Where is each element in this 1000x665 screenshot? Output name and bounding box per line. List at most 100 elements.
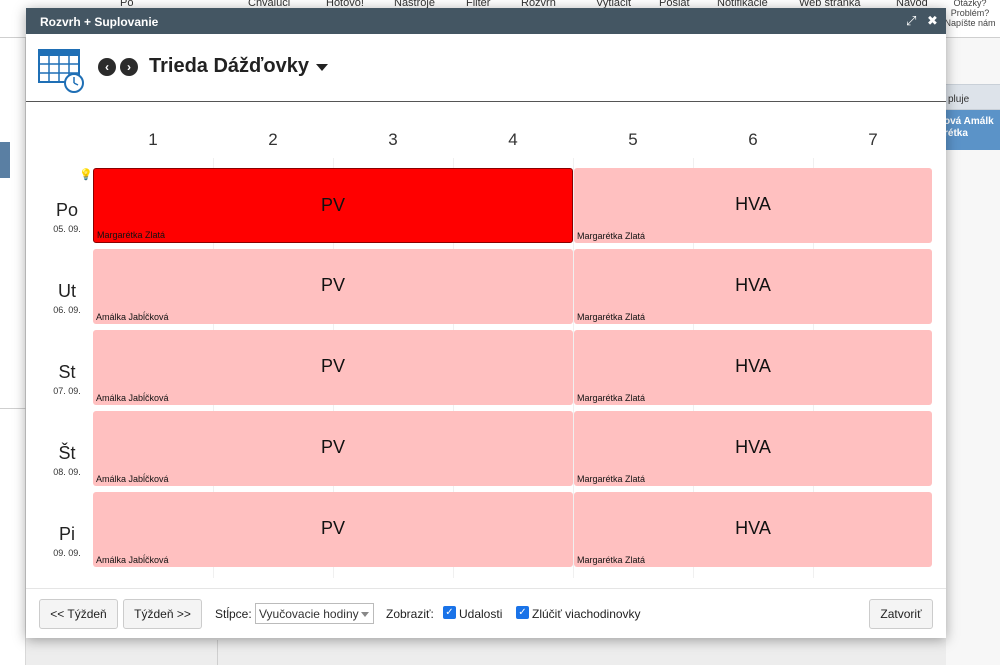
day-label: Po 05. 09. [42,200,92,234]
period-header: 3 [388,130,398,149]
period-header: 7 [868,130,878,149]
day-label: St 07. 09. [42,362,92,396]
lesson-subject: PV [320,518,345,538]
day-name: St [58,362,76,382]
prev-class-button[interactable]: ‹ [98,58,116,76]
chevron-down-icon [361,612,369,617]
columns-select-value: Vyučovacie hodiny [259,607,359,621]
lesson-card[interactable]: PV Amálka Jabĺčková [93,492,573,567]
class-title[interactable]: Trieda Dážďovky [149,55,309,77]
lesson-card[interactable]: PV Margarétka Zlatá [93,168,573,243]
lesson-card[interactable]: PV Amálka Jabĺčková [93,411,573,486]
lesson-subject: HVA [735,518,771,538]
bg-right-highlight-line: rétka [946,128,968,139]
bg-toolbar-item[interactable]: Po [120,0,134,9]
grid-line [573,158,574,578]
bg-toolbar-item[interactable]: Návod [896,0,928,9]
day-label: Št 08. 09. [42,443,92,477]
lesson-card[interactable]: HVA Margarétka Zlatá [574,249,932,324]
bg-toolbar-item[interactable]: Hotovo! [326,0,364,9]
lesson-teacher: Amálka Jabĺčková [96,393,169,403]
lesson-subject: PV [320,195,345,215]
next-week-button[interactable]: Týždeň >> [123,599,202,629]
bg-toolbar-item[interactable]: Nástroje [394,0,435,9]
schedule-modal: Rozvrh + Suplovanie ⤢ ✖ ‹ › Trieda Dážďo… [26,8,946,638]
lesson-card[interactable]: HVA Margarétka Zlatá [574,330,932,405]
events-checkbox[interactable]: ✓ [443,606,456,619]
modal-titlebar[interactable]: Rozvrh + Suplovanie ⤢ ✖ [26,8,946,34]
calendar-clock-icon [38,49,84,93]
lesson-card[interactable]: HVA Margarétka Zlatá [574,168,932,243]
modal-title: Rozvrh + Suplovanie [40,15,159,29]
lesson-subject: PV [320,437,345,457]
bg-toolbar-item[interactable]: Poslať [659,0,691,9]
period-header: 4 [508,130,518,149]
period-header: 2 [268,130,278,149]
schedule-header: ‹ › Trieda Dážďovky [26,34,946,102]
prev-week-button[interactable]: << Týždeň [39,599,118,629]
lesson-teacher: Amálka Jabĺčková [96,555,169,565]
lesson-subject: HVA [735,356,771,376]
lesson-subject: HVA [735,194,771,214]
close-icon[interactable]: ✖ [927,13,938,28]
lesson-teacher: Margarétka Zlatá [577,312,646,322]
columns-label: Stĺpce: [215,607,252,621]
lesson-teacher: Amálka Jabĺčková [96,312,169,322]
period-header: 5 [628,130,638,149]
lesson-card[interactable]: PV Amálka Jabĺčková [93,249,573,324]
day-date: 07. 09. [53,386,81,396]
lesson-teacher: Margarétka Zlatá [577,555,646,565]
modal-footer: << Týždeň Týždeň >> Stĺpce: Vyučovacie h… [26,588,946,638]
lesson-subject: HVA [735,437,771,457]
bg-divider [0,408,26,409]
chevron-down-icon[interactable] [316,64,328,71]
day-name: Po [55,200,79,220]
day-name: Ut [58,281,76,301]
lesson-subject: PV [320,356,345,376]
merge-label: Zlúčiť viachodinovky [532,607,641,621]
close-button[interactable]: Zatvoriť [869,599,933,629]
merge-checkbox[interactable]: ✓ [516,606,529,619]
day-date: 09. 09. [53,548,81,558]
day-name: Št [58,443,76,463]
events-label: Udalosti [459,607,503,621]
bg-selected-marker [0,142,10,178]
bg-right-header: pluje [946,84,1000,110]
lesson-teacher: Margarétka Zlatá [577,393,646,403]
lesson-teacher: Margarétka Zlatá [97,230,166,240]
day-date: 08. 09. [53,467,81,477]
background-right-panel: pluje ová Amálk rétka [946,38,1000,665]
show-label: Zobraziť: [386,607,434,621]
bg-toolbar-item[interactable]: Notifikácie [717,0,768,9]
day-date: 06. 09. [53,305,81,315]
bg-toolbar-item[interactable]: Chválúci [248,0,291,9]
lesson-teacher: Margarétka Zlatá [577,231,646,241]
bg-toolbar-item[interactable]: Web stránka [799,0,861,9]
bg-toolbar-item[interactable]: Rozvrh [521,0,556,9]
timetable-grid: 1 2 3 4 5 6 7 💡 Po 05. 09. Ut 06. 09. St 07… [26,102,946,588]
lightbulb-icon[interactable]: 💡 [79,169,93,181]
day-label: Ut 06. 09. [42,281,92,315]
bg-right-highlight-line: ová Amálk [946,116,994,127]
lesson-card[interactable]: HVA Margarétka Zlatá [574,411,932,486]
lesson-subject: PV [320,275,345,295]
day-label: Pi 09. 09. [42,524,92,558]
bg-right-highlight[interactable]: ová Amálk rétka [946,110,1000,150]
lesson-teacher: Margarétka Zlatá [577,474,646,484]
bg-toolbar-item[interactable]: Vytlačiť [596,0,633,9]
bg-right-header-text: pluje [948,94,970,105]
bg-divider [217,640,218,665]
lesson-subject: HVA [735,275,771,295]
next-class-button[interactable]: › [120,58,138,76]
lesson-card[interactable]: PV Amálka Jabĺčková [93,330,573,405]
lesson-teacher: Amálka Jabĺčková [96,474,169,484]
day-date: 05. 09. [53,224,81,234]
day-name: Pi [58,524,75,544]
lesson-card[interactable]: HVA Margarétka Zlatá [574,492,932,567]
bg-toolbar-item[interactable]: Filter [466,0,491,9]
background-left-panel [0,38,26,665]
columns-select[interactable]: Vyučovacie hodiny [255,603,374,624]
period-header: 6 [748,130,758,149]
expand-icon[interactable]: ⤢ [906,13,917,28]
bg-help-text[interactable]: Otázky? Problém? Napíšte nám [944,0,996,28]
